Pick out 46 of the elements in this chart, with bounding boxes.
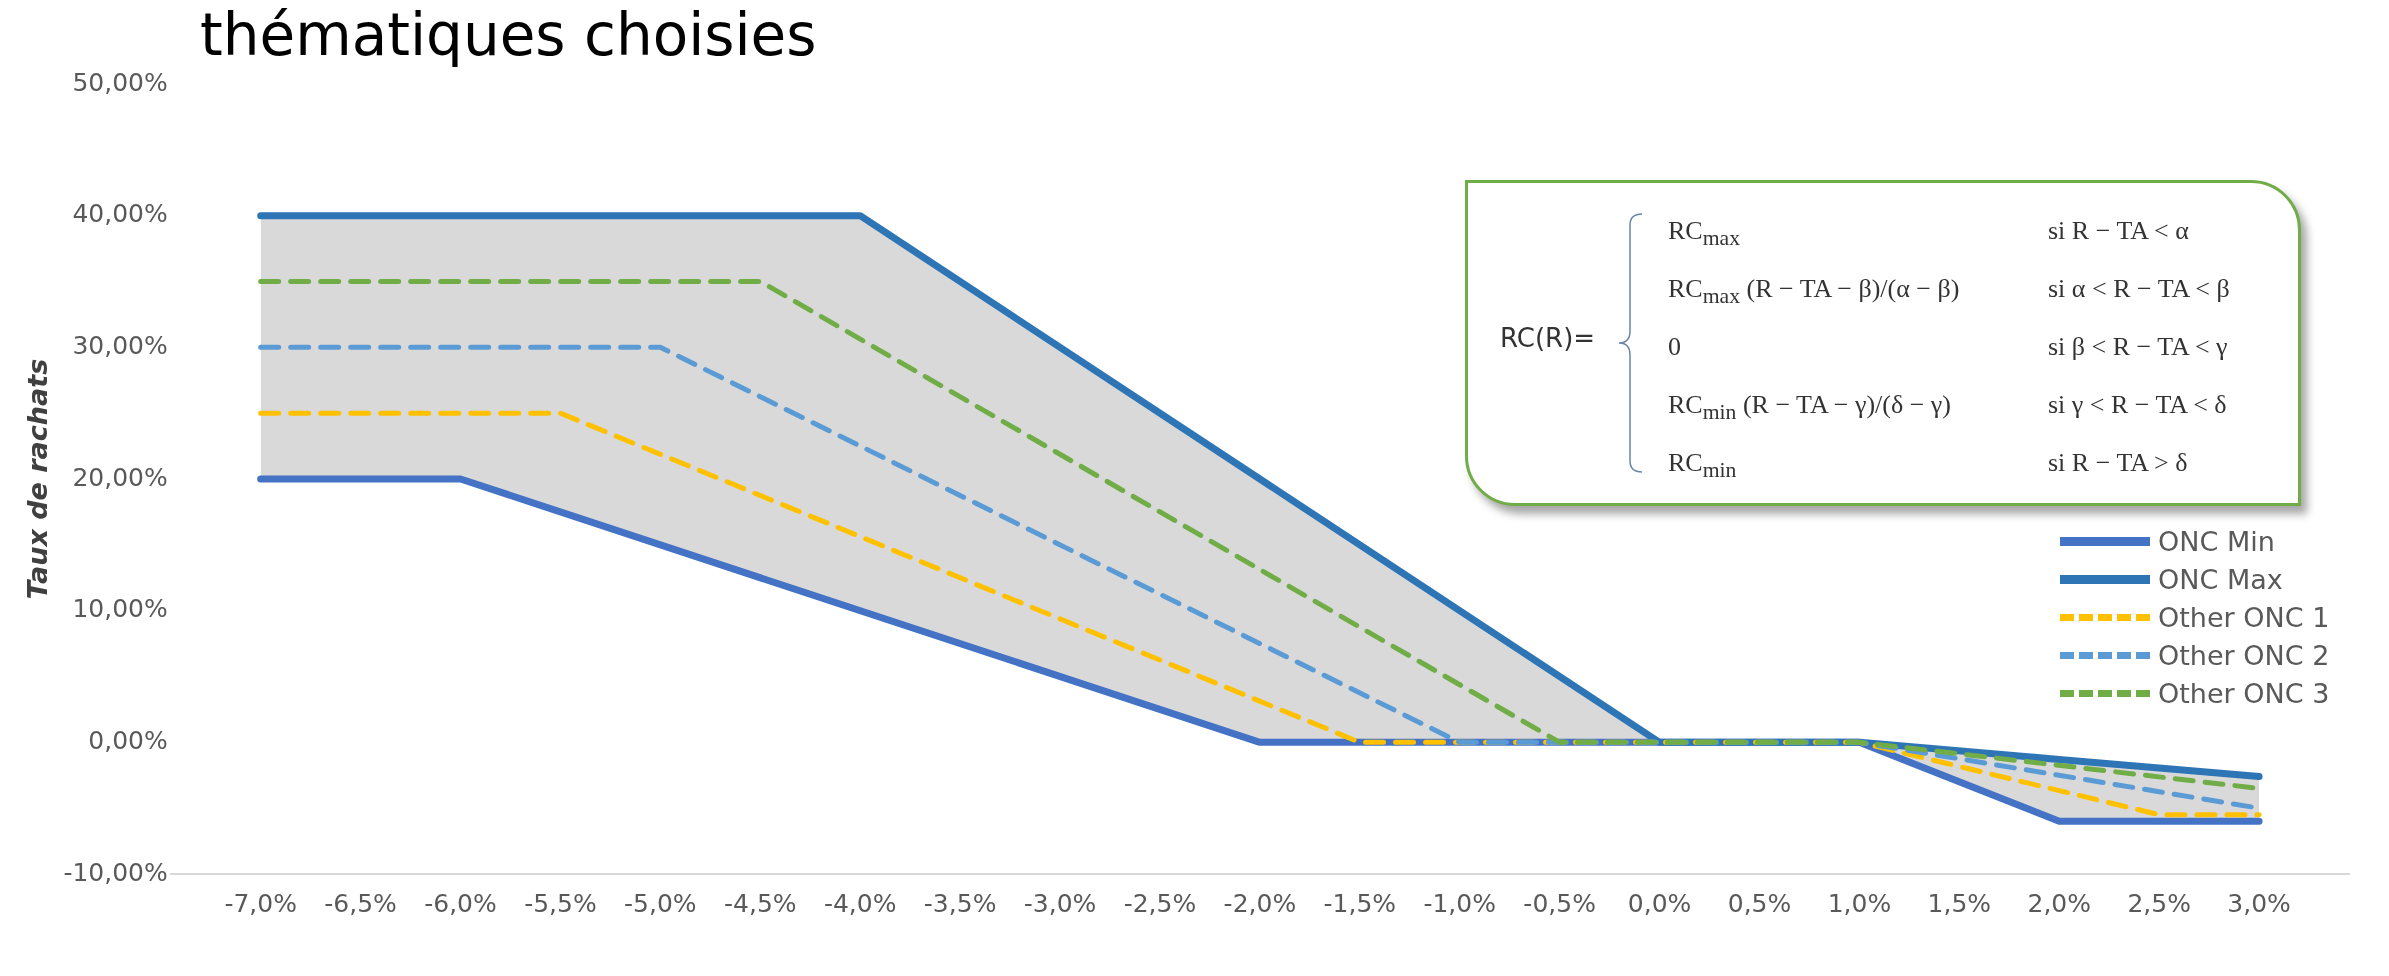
x-tick-label: -3,0% bbox=[1023, 888, 1097, 918]
x-tick-label: -5,5% bbox=[524, 888, 597, 918]
x-tick-label: -4,5% bbox=[724, 888, 797, 918]
x-tick-label: -6,0% bbox=[424, 888, 497, 918]
annotation: RC(R)= bbox=[1500, 323, 1596, 353]
legend-label: ONC Max bbox=[2158, 563, 2283, 595]
y-tick-label: 50,00% bbox=[72, 67, 168, 97]
annotation: si R − TA > δ bbox=[2048, 447, 2189, 479]
annotation: RC$_{min}$ (R − TA − γ)/(δ − γ) bbox=[1668, 389, 1952, 425]
x-tick-label: 1,0% bbox=[1827, 888, 1892, 918]
x-tick-label: 1,5% bbox=[1927, 888, 1992, 918]
x-tick-label: 0,0% bbox=[1627, 888, 1692, 918]
y-tick-label: 0,00% bbox=[88, 725, 168, 755]
annotation: RC$_{max}$ (R − TA − β)/(α − β) bbox=[1668, 273, 1961, 309]
x-tick-label: 2,5% bbox=[2127, 888, 2191, 918]
x-tick-label: -2,5% bbox=[1123, 888, 1197, 918]
x-tick-label: 3,0% bbox=[2227, 888, 2291, 918]
annotation: si γ < R − TA < δ bbox=[2048, 389, 2228, 421]
x-tick-label: -1,0% bbox=[1423, 888, 1496, 918]
x-tick-label: -2,0% bbox=[1223, 888, 1297, 918]
x-tick-label: -3,5% bbox=[923, 888, 997, 918]
y-tick-label: -10,00% bbox=[63, 857, 168, 887]
legend-label: Other ONC 2 bbox=[2158, 639, 2330, 671]
x-tick-label: -7,0% bbox=[224, 888, 297, 918]
x-tick-label: 0,5% bbox=[1727, 888, 1792, 918]
legend-label: Other ONC 3 bbox=[2158, 677, 2330, 709]
y-tick-label: 40,00% bbox=[72, 199, 168, 229]
y-tick-label: 20,00% bbox=[72, 462, 168, 492]
chart-title: thématiques choisies bbox=[200, 0, 817, 70]
annotation: si R − TA < α bbox=[2048, 215, 2190, 247]
x-tick-label: -4,0% bbox=[823, 888, 897, 918]
legend-label: ONC Min bbox=[2158, 525, 2275, 557]
x-tick-label: -0,5% bbox=[1523, 888, 1596, 918]
annotation: si β < R − TA < γ bbox=[2048, 331, 2229, 363]
y-axis-title: Taux de rachats bbox=[22, 358, 54, 600]
legend-label: Other ONC 1 bbox=[2158, 601, 2330, 633]
annotation: si α < R − TA < β bbox=[2048, 273, 2231, 305]
annotation: RC$_{min}$ bbox=[1668, 447, 1738, 483]
x-tick-label: 2,0% bbox=[2027, 888, 2091, 918]
annotation: 0 bbox=[1668, 331, 1682, 363]
y-tick-label: 30,00% bbox=[72, 330, 168, 360]
x-tick-label: -6,5% bbox=[324, 888, 397, 918]
y-tick-label: 10,00% bbox=[72, 594, 168, 624]
annotation: RC$_{max}$ bbox=[1668, 215, 1741, 251]
x-tick-label: -1,5% bbox=[1323, 888, 1397, 918]
x-tick-label: -5,0% bbox=[624, 888, 697, 918]
